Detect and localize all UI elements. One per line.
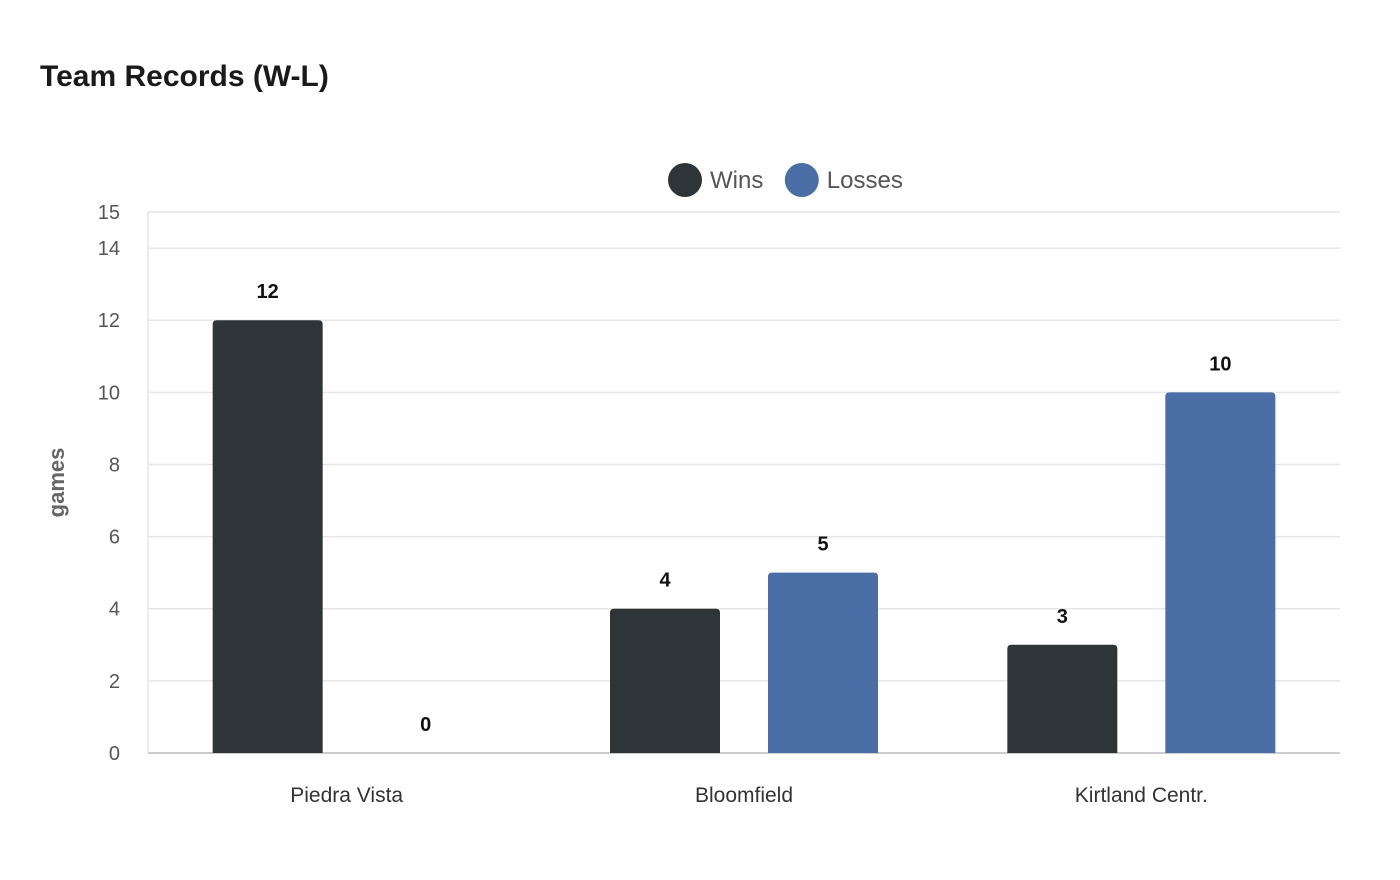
data-label: 12 — [257, 281, 279, 303]
y-axis-title: games — [44, 448, 69, 518]
y-tick-label: 15 — [98, 202, 120, 224]
data-label: 10 — [1209, 353, 1231, 375]
data-label: 0 — [420, 714, 431, 736]
bar-wins — [610, 608, 720, 753]
bar-wins — [212, 320, 323, 753]
bar-losses — [768, 572, 878, 753]
x-tick-label: Kirtland Centr. — [1075, 784, 1208, 807]
legend-label-wins: Wins — [710, 167, 763, 194]
data-label: 5 — [817, 534, 828, 556]
y-tick-label: 6 — [109, 527, 120, 549]
bar-losses — [1165, 392, 1276, 753]
x-tick-label: Bloomfield — [695, 784, 793, 807]
x-tick-label: Piedra Vista — [290, 784, 403, 807]
data-label: 3 — [1057, 606, 1068, 628]
legend-marker-losses — [784, 163, 819, 197]
chart-title: Team Records (W-L) — [40, 60, 329, 93]
y-tick-label: 4 — [109, 599, 120, 621]
y-tick-label: 0 — [109, 743, 120, 765]
y-tick-label: 12 — [98, 310, 120, 332]
y-tick-label: 8 — [109, 454, 120, 476]
y-tick-label: 2 — [109, 671, 120, 693]
legend-marker-wins — [668, 163, 702, 197]
data-label: 4 — [659, 570, 671, 592]
y-tick-label: 10 — [98, 382, 120, 404]
legend-label-losses: Losses — [827, 167, 903, 194]
bar-wins — [1007, 644, 1118, 753]
y-tick-label: 14 — [98, 238, 120, 260]
